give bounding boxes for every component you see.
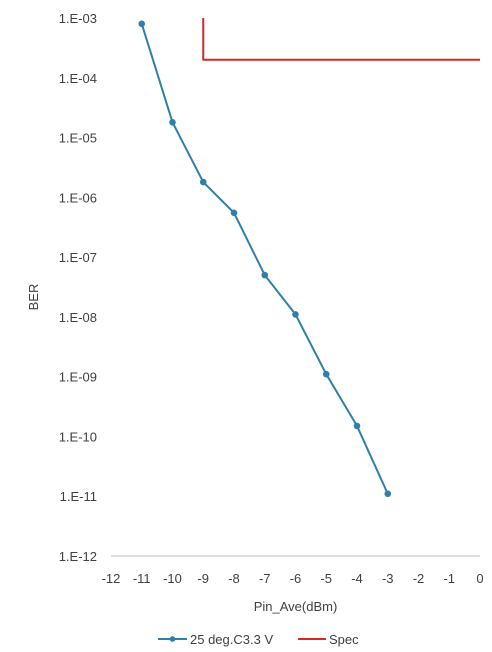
y-tick-label: 1.E-12 [59,549,97,564]
x-tick-label: -11 [133,571,151,586]
x-tick-labels: -12 -11 -10 -9 -8 -7 -6 -5 -4 -3 -2 -1 0 [102,571,484,586]
legend-label-0: 25 deg.C3.3 V [190,632,273,647]
x-tick-label: -4 [351,571,363,586]
x-tick-label: -8 [228,571,240,586]
x-tick-label: -2 [413,571,425,586]
data-point [322,370,330,378]
data-point [199,178,207,186]
x-tick-label: -12 [102,571,121,586]
series-line-1 [202,18,480,61]
data-point [138,20,146,28]
x-tick-label: -3 [382,571,394,586]
data-point [261,271,269,279]
y-tick-label: 1.E-09 [59,370,97,385]
x-tick-label: -9 [197,571,209,586]
data-point [384,490,392,498]
y-tick-labels: 1.E-03 1.E-04 1.E-05 1.E-06 1.E-07 1.E-08 1.E-… [59,11,97,564]
legend-marker-0 [169,636,176,642]
y-tick-label: 1.E-10 [59,429,97,444]
data-point [353,422,361,430]
legend-label-1: Spec [329,632,359,647]
y-tick-label: 1.E-06 [59,190,97,205]
x-tick-label: -10 [163,571,182,586]
y-tick-label: 1.E-04 [59,71,97,86]
axis-titles: Pin_Ave(dBm) BER [26,284,337,614]
x-tick-label: -1 [443,571,455,586]
x-axis-title: Pin_Ave(dBm) [254,599,338,614]
legend: 25 deg.C3.3 V Spec [158,632,359,647]
data-point [292,311,299,318]
x-tick-label: -7 [259,571,271,586]
series-lines [138,18,480,498]
y-tick-label: 1.E-08 [59,310,97,325]
y-axis-title: BER [26,284,41,311]
y-tick-label: 1.E-07 [59,250,97,265]
y-tick-label: 1.E-05 [59,131,97,146]
y-tick-label: 1.E-03 [59,11,97,26]
data-point [169,118,176,126]
x-tick-label: -6 [290,571,302,586]
data-point [230,209,238,217]
x-tick-label: -5 [320,571,332,586]
y-tick-label: 1.E-11 [60,489,97,504]
x-tick-label: 0 [476,571,483,586]
series-line-0 [140,23,389,495]
